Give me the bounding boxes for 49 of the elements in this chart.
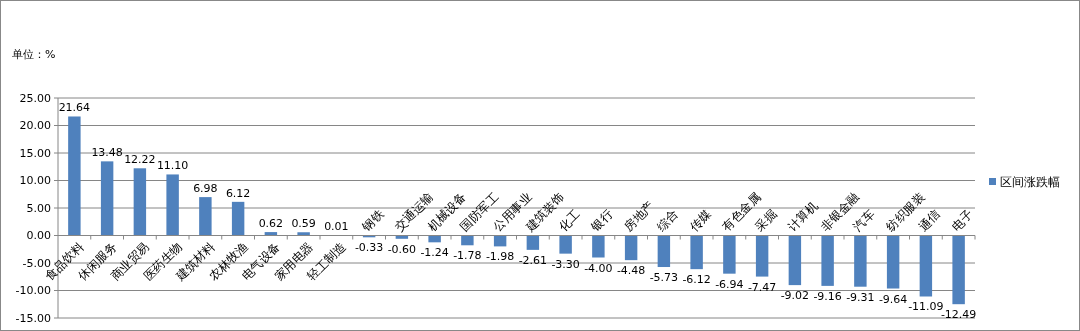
x-tick-label: 通信	[916, 206, 943, 234]
text: 12.22	[124, 153, 156, 167]
text: 6.12	[225, 186, 251, 200]
y-tick-label: 25.00	[19, 91, 51, 105]
y-tick-label: 20.00	[19, 119, 51, 133]
x-tick-label: 银行	[587, 206, 616, 235]
y-tick-label: -5.00	[22, 256, 51, 270]
legend-label: 区间涨跌幅	[1000, 175, 1060, 190]
text: -7.47	[747, 280, 777, 294]
text: -9.02	[780, 289, 810, 303]
text: -1.78	[453, 249, 482, 263]
x-tick-label: 采掘	[752, 206, 780, 234]
text: 11.10	[156, 159, 189, 173]
text: -9.31	[846, 290, 875, 304]
text: -0.33	[354, 241, 384, 255]
y-tick-label: 10.00	[19, 174, 51, 188]
text: 0.59	[291, 217, 316, 231]
x-tick-label: 房地产	[621, 198, 657, 234]
x-tick-label: 化工	[555, 206, 583, 234]
text: -5.73	[649, 271, 679, 285]
text: -1.98	[485, 250, 515, 264]
text: 21.64	[58, 101, 91, 115]
text: -6.94	[715, 277, 744, 291]
y-tick-label: -10.00	[15, 284, 51, 298]
text: -3.30	[551, 257, 580, 271]
text: 0.62	[258, 217, 284, 231]
text: -9.64	[878, 292, 908, 306]
x-tick-label: 综合	[654, 206, 681, 234]
x-tick-label: 传媒	[686, 206, 714, 234]
x-tick-label: 电子	[948, 206, 976, 234]
text: -11.09	[908, 300, 944, 314]
text: 0.01	[324, 220, 349, 234]
text: -4.00	[584, 261, 613, 275]
y-tick-label: -15.00	[15, 311, 51, 325]
text: 13.48	[91, 146, 123, 160]
text: 6.98	[193, 182, 218, 196]
text: -4.48	[616, 264, 646, 278]
y-tick-label: 0.00	[26, 229, 51, 243]
text: -9.16	[813, 289, 842, 303]
y-tick-label: 15.00	[19, 146, 51, 160]
x-tick-label: 钢铁	[358, 206, 387, 235]
x-tick-label: 计算机	[785, 198, 821, 234]
y-tick-label: 5.00	[26, 201, 51, 215]
x-tick-label: 汽车	[850, 206, 878, 234]
text: 单位：%	[12, 48, 56, 61]
text: -1.24	[420, 246, 449, 260]
text: -2.61	[518, 253, 548, 267]
text: -6.12	[682, 273, 711, 287]
text: -0.60	[387, 242, 417, 256]
